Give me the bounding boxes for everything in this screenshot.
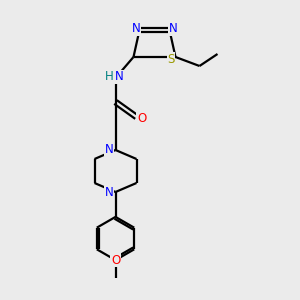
- Text: N: N: [131, 22, 140, 35]
- Text: N: N: [104, 186, 113, 199]
- Text: O: O: [137, 112, 146, 125]
- Text: S: S: [167, 52, 175, 66]
- Text: N: N: [104, 143, 113, 156]
- Text: O: O: [111, 254, 120, 267]
- Text: H: H: [104, 70, 113, 83]
- Text: N: N: [169, 22, 178, 35]
- Text: N: N: [115, 70, 124, 83]
